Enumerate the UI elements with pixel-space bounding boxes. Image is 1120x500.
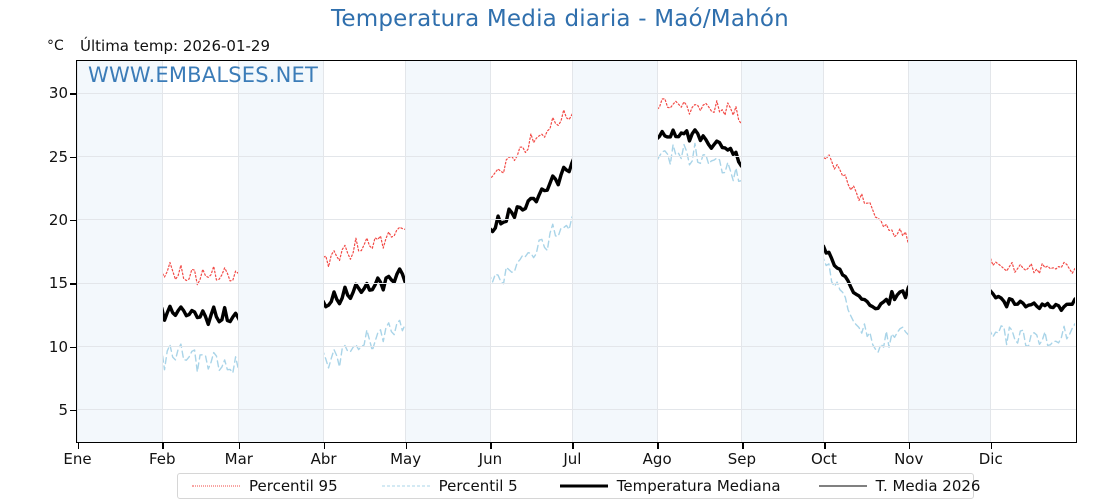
gridline-vertical bbox=[741, 61, 743, 442]
gridline-vertical bbox=[323, 61, 325, 442]
month-band bbox=[405, 61, 490, 442]
legend-item-percentil-95[interactable]: Percentil 95 bbox=[192, 477, 338, 495]
legend-swatch-percentil-95 bbox=[192, 480, 240, 492]
y-axis-tick-mark bbox=[70, 409, 76, 412]
y-axis-tick-label: 15 bbox=[48, 274, 68, 293]
gridline-vertical bbox=[823, 61, 825, 442]
y-axis-tick-label: 30 bbox=[48, 84, 68, 103]
y-axis-tick-mark bbox=[70, 93, 76, 95]
page-title: Temperatura Media diaria - Maó/Mahón bbox=[331, 6, 789, 32]
gridline-vertical bbox=[161, 61, 163, 442]
x-axis-tick-mark bbox=[572, 443, 574, 449]
watermark: WWW.EMBALSES.NET bbox=[88, 63, 319, 87]
legend-item-t-media-2026[interactable]: T. Media 2026 bbox=[818, 477, 981, 495]
y-axis-unit-label: °C bbox=[47, 38, 64, 54]
x-axis-tick-mark bbox=[162, 443, 164, 449]
x-axis-tick-label: Nov bbox=[894, 450, 924, 468]
y-axis-tick-mark bbox=[70, 219, 76, 222]
gridline-horizontal bbox=[77, 282, 1076, 284]
x-axis-tick-label: Dic bbox=[978, 450, 1003, 468]
legend-label-temperatura-mediana: Temperatura Mediana bbox=[616, 477, 781, 495]
legend-item-percentil-5[interactable]: Percentil 5 bbox=[381, 477, 518, 495]
chart-legend: Percentil 95 Percentil 5 Temperatura Med… bbox=[177, 473, 980, 499]
x-axis-tick-mark bbox=[490, 443, 492, 449]
legend-swatch-t-media-2026 bbox=[818, 480, 867, 492]
x-axis-tick-mark bbox=[823, 443, 826, 449]
month-band bbox=[238, 61, 324, 442]
gridline-horizontal bbox=[77, 156, 1076, 157]
x-axis-tick-mark bbox=[741, 443, 744, 449]
gridline-vertical bbox=[489, 61, 491, 442]
gridline-horizontal bbox=[77, 346, 1076, 347]
month-band bbox=[741, 61, 824, 442]
x-axis-tick-label: Feb bbox=[148, 450, 176, 468]
gridline-horizontal bbox=[77, 219, 1076, 221]
x-axis-tick-mark bbox=[323, 443, 326, 449]
gridline-vertical bbox=[77, 61, 78, 442]
x-axis-tick-mark bbox=[238, 443, 241, 449]
gridline-vertical bbox=[990, 61, 992, 442]
x-axis-tick-label: Ago bbox=[642, 450, 672, 468]
x-axis-tick-label: Sep bbox=[727, 450, 757, 468]
x-axis-tick-label: Abr bbox=[310, 450, 337, 468]
x-axis-tick-label: Mar bbox=[224, 450, 253, 468]
gridline-vertical bbox=[656, 61, 658, 442]
x-axis-tick-mark bbox=[405, 443, 408, 449]
plot-area bbox=[76, 60, 1077, 443]
gridline-horizontal bbox=[77, 92, 1076, 94]
x-axis-tick-label: Jun bbox=[478, 450, 503, 468]
month-band bbox=[77, 61, 162, 442]
legend-label-t-media-2026: T. Media 2026 bbox=[875, 477, 981, 495]
y-axis-tick-mark bbox=[70, 346, 76, 349]
legend-label-percentil-95: Percentil 95 bbox=[249, 477, 338, 495]
x-axis-tick-mark bbox=[908, 443, 911, 449]
legend-item-temperatura-mediana[interactable]: Temperatura Mediana bbox=[559, 477, 781, 495]
last-temp-annotation: Última temp: 2026-01-29 bbox=[80, 37, 271, 55]
y-axis-tick-label: 5 bbox=[58, 400, 68, 419]
x-axis-tick-label: Jul bbox=[563, 450, 582, 468]
plot-inner bbox=[77, 61, 1076, 442]
y-axis-tick-label: 20 bbox=[48, 210, 68, 229]
gridline-horizontal bbox=[77, 409, 1076, 411]
x-axis-tick-label: May bbox=[390, 450, 422, 468]
legend-label-percentil-5: Percentil 5 bbox=[438, 477, 518, 495]
gridline-vertical bbox=[405, 61, 407, 442]
gridline-vertical bbox=[908, 61, 910, 442]
gridline-vertical bbox=[571, 61, 573, 442]
legend-swatch-percentil-5 bbox=[381, 480, 430, 492]
month-band bbox=[571, 61, 657, 442]
y-axis-tick-label: 25 bbox=[48, 147, 68, 166]
x-axis-tick-mark bbox=[990, 443, 993, 449]
month-band bbox=[908, 61, 991, 442]
x-axis-tick-mark bbox=[77, 443, 80, 449]
y-axis-tick-mark bbox=[70, 283, 76, 285]
x-axis-tick-mark bbox=[657, 443, 659, 449]
y-axis-tick-label: 10 bbox=[48, 337, 68, 356]
x-axis-tick-label: Oct bbox=[810, 450, 837, 468]
x-axis-tick-label: Ene bbox=[63, 450, 92, 468]
gridline-vertical bbox=[238, 61, 240, 442]
legend-swatch-temperatura-mediana bbox=[559, 480, 608, 492]
y-axis-tick-mark bbox=[70, 156, 76, 159]
